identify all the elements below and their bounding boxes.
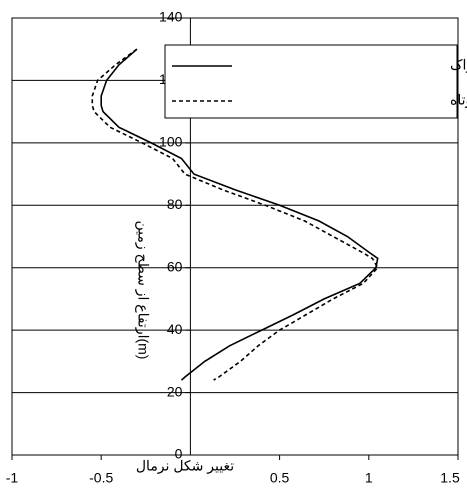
legend-box bbox=[164, 44, 458, 119]
y-tick-label: 80 bbox=[167, 196, 183, 212]
y-tick-label: 20 bbox=[167, 383, 183, 399]
y-tick-label: 60 bbox=[167, 258, 183, 274]
legend-label: برج خنک کننده با ستونهای کوتاه bbox=[450, 92, 467, 109]
y-tick-label: 100 bbox=[159, 134, 183, 150]
x-axis-label: تغییر شکل نرمال bbox=[136, 458, 234, 475]
y-tick-label: 140 bbox=[159, 9, 183, 25]
x-tick-label: 0.5 bbox=[270, 470, 290, 486]
y-tick-label: 0 bbox=[175, 446, 183, 462]
x-tick-label: -1 bbox=[6, 470, 19, 486]
x-tick-label: 1.5 bbox=[440, 470, 460, 486]
series-line bbox=[91, 48, 379, 381]
legend-label: برج خنک کننده شازند اراک bbox=[450, 57, 467, 74]
y-axis-label: ارتفاع از سطح زمین(m) bbox=[134, 221, 151, 360]
x-tick-label: 1 bbox=[365, 470, 373, 486]
x-tick-label: -0.5 bbox=[89, 470, 113, 486]
series-line bbox=[100, 48, 379, 381]
y-tick-label: 40 bbox=[167, 321, 183, 337]
